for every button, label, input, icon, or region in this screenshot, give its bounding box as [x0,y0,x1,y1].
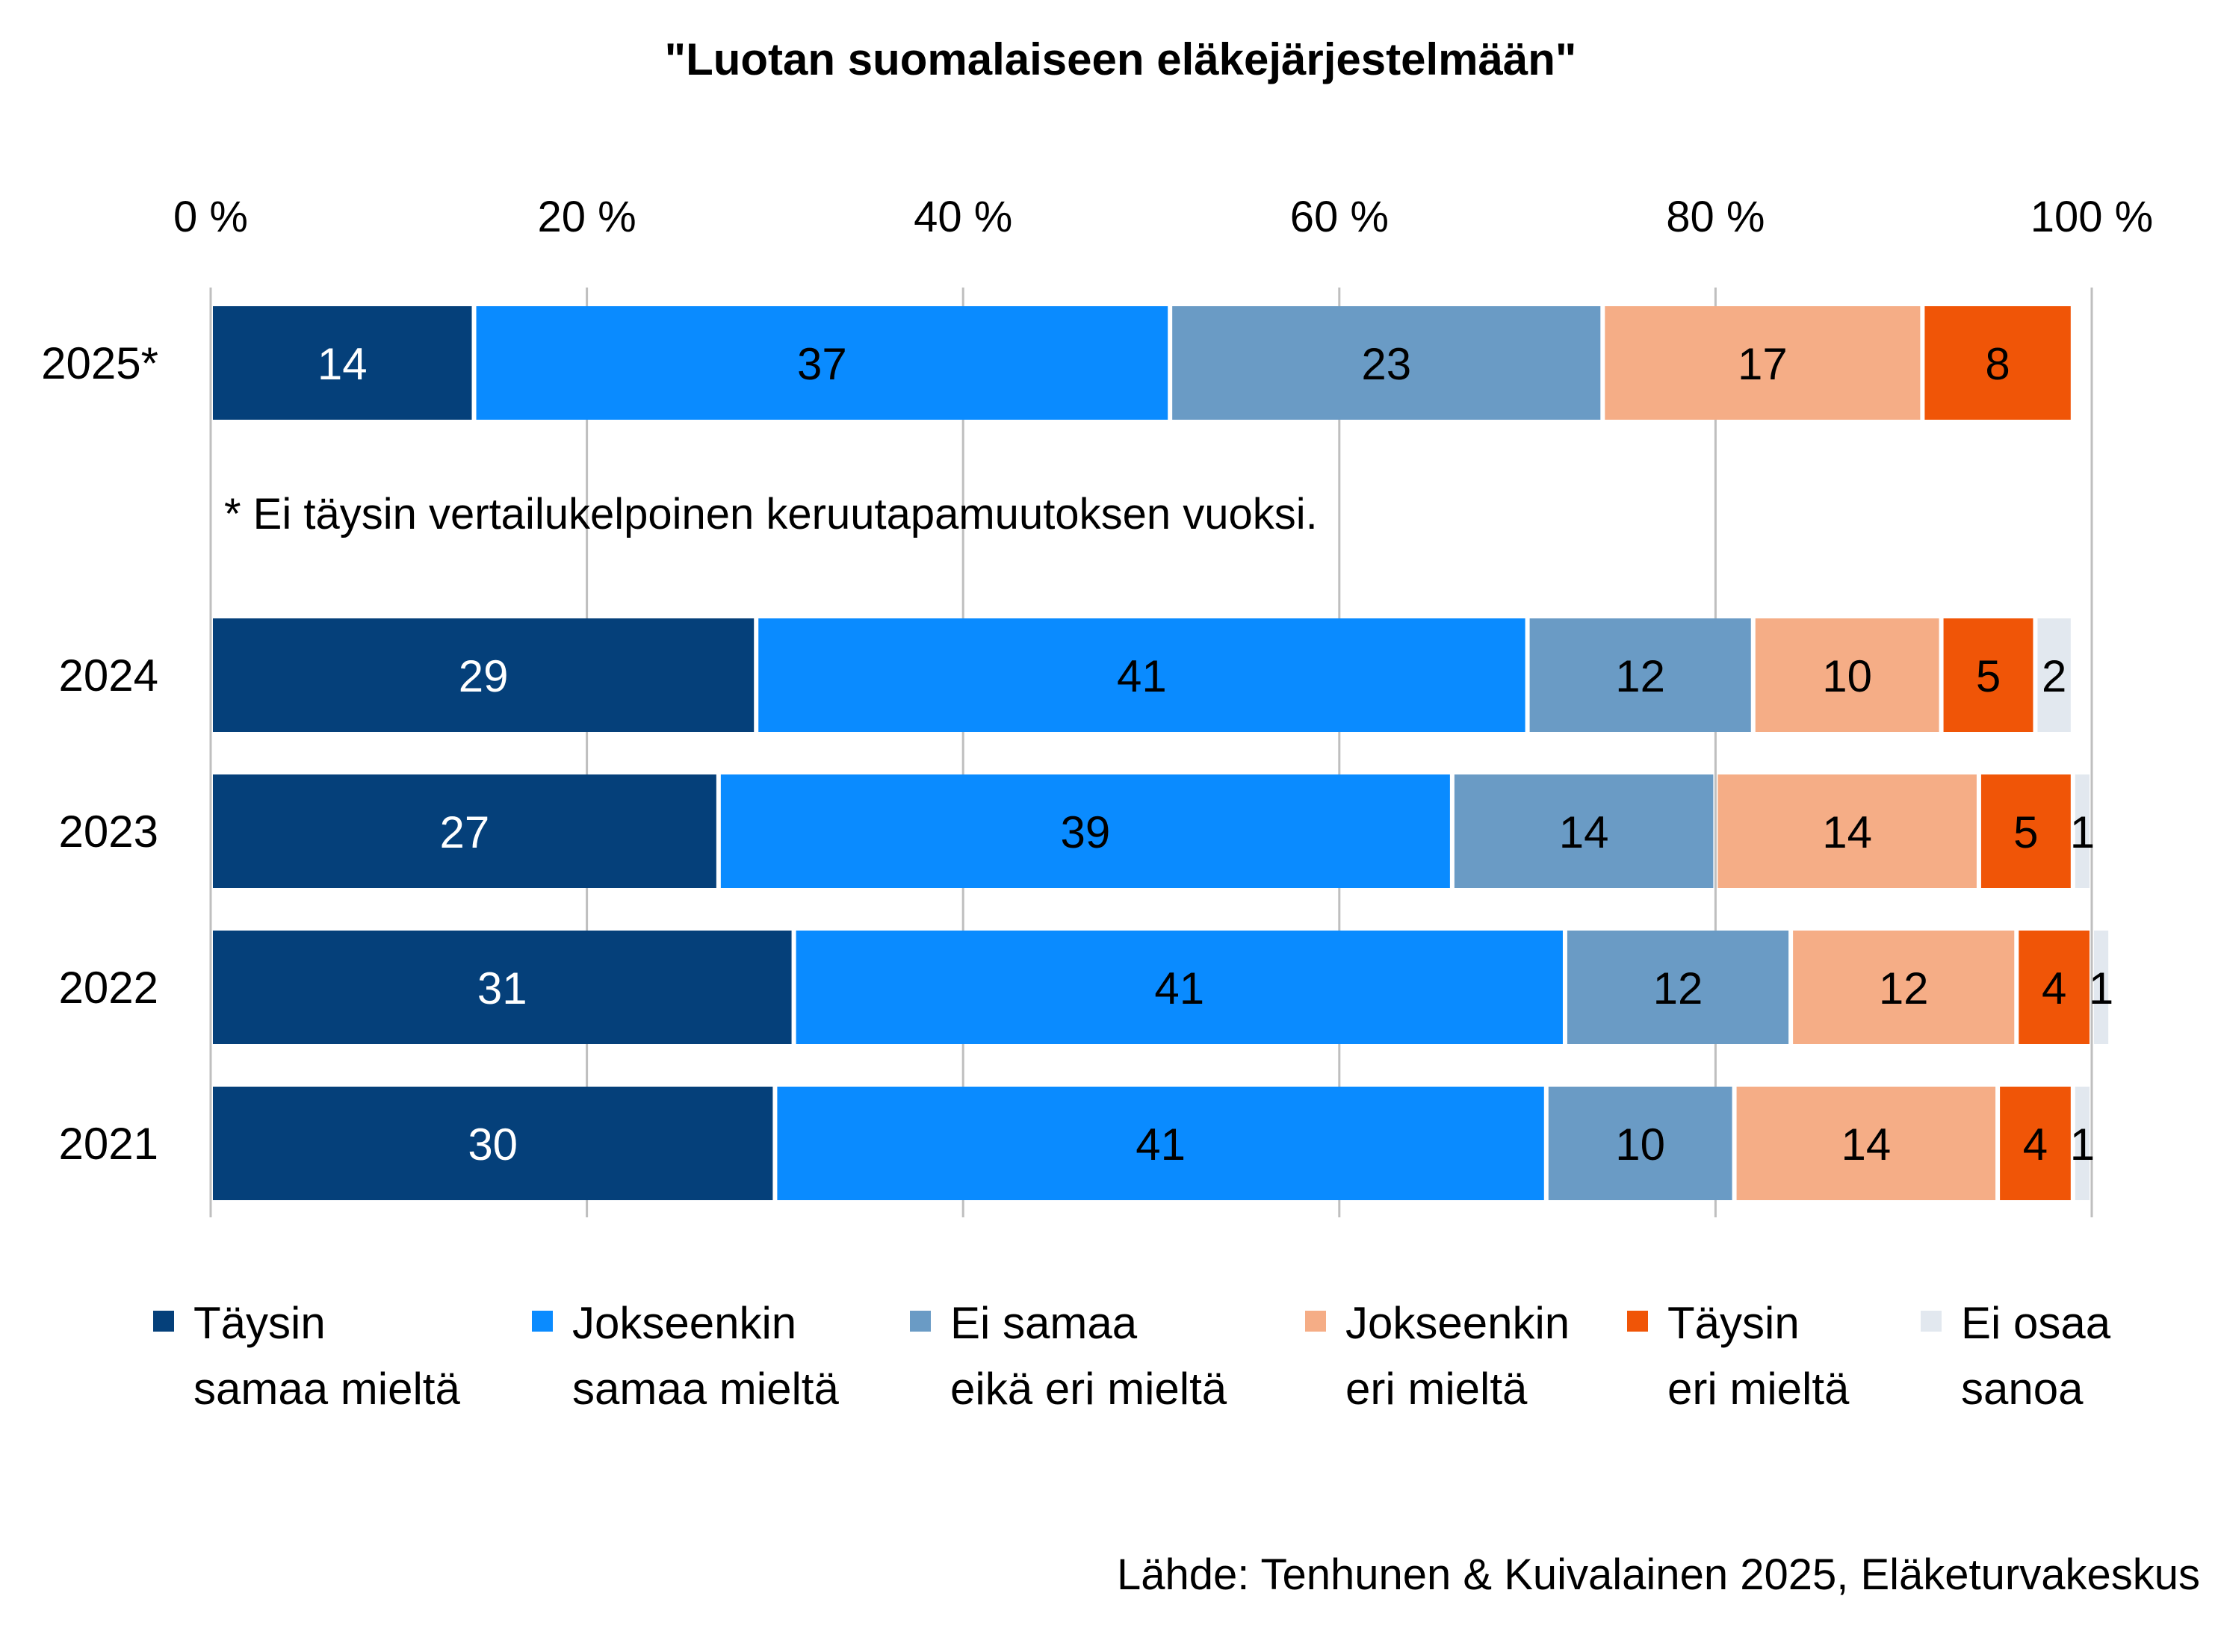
bar-segment [1605,306,1921,420]
legend-label: eri mieltä [1345,1364,1528,1414]
data-label: 12 [1879,963,1929,1013]
footnote: * Ei täysin vertailukelpoinen keruutapam… [224,490,1318,538]
legend-label: Ei samaa [950,1298,1138,1348]
legend-swatch [1921,1311,1942,1332]
data-label: 29 [459,651,509,701]
bar-segment [2094,931,2109,1044]
data-label: 31 [477,963,527,1013]
data-label: 1 [2089,963,2113,1013]
data-label: 23 [1361,339,1411,389]
bar-segment [213,618,755,732]
bars: 14 37 23 17 829 41 12 10 5 227 39 14 14 5 131 41 12 12 4 13… [213,306,2113,1200]
legend-swatch [153,1311,174,1332]
legend: Täysin samaa mieltä Jokseenkin samaa mieltä… [153,1298,2111,1414]
gridlines [209,288,2093,1217]
bar-segment [213,306,472,420]
data-label: 4 [2023,1120,2048,1170]
bar-segment [1548,1087,1732,1200]
data-label: 2 [2042,651,2066,701]
bar-segment [1924,306,2071,420]
legend-label: Täysin [193,1298,326,1348]
category-label: 2024 [59,650,158,701]
legend-label: Täysin [1667,1298,1800,1348]
legend-swatch [1627,1311,1648,1332]
bar-segment [1736,1087,1996,1200]
bar-segment [720,774,1450,888]
bar-segment [1567,931,1789,1044]
x-tick-label: 60 % [1290,193,1389,241]
bar-segment [758,618,1525,732]
x-tick-label: 80 % [1666,193,1765,241]
data-label: 14 [1822,807,1872,857]
source-note: Lähde: Tenhunen & Kuivalainen 2025, Eläk… [1117,1550,2200,1599]
data-label: 1 [2070,807,2095,857]
bar-segment [1755,618,1939,732]
category-label: 2021 [59,1119,158,1169]
legend-swatch [532,1311,553,1332]
data-label: 10 [1615,1120,1665,1170]
data-label: 14 [317,339,368,389]
data-label: 17 [1738,339,1788,389]
data-label: 1 [2070,1120,2095,1170]
data-label: 5 [2013,807,2038,857]
data-label: 8 [1985,339,2010,389]
legend-label: sanoa [1961,1364,2084,1414]
legend-label: eri mieltä [1667,1364,1850,1414]
category-label: 2025* [41,338,158,388]
legend-label: Jokseenkin [1345,1298,1570,1348]
legend-label: samaa mieltä [193,1364,460,1414]
legend-swatch [1305,1311,1326,1332]
chart-title: "Luotan suomalaiseen eläkejärjestelmään" [665,34,1577,84]
bar-segment [213,1087,773,1200]
legend-label: eikä eri mieltä [950,1364,1227,1414]
bar-segment [1454,774,1714,888]
data-label: 41 [1136,1120,1186,1170]
bar-segment [1980,774,2071,888]
data-label: 12 [1653,963,1703,1013]
legend-label: Jokseenkin [572,1298,796,1348]
data-label: 37 [797,339,847,389]
data-label: 27 [440,807,490,857]
x-axis-ticks: 0 % 20 % 40 % 60 % 80 % 100 % [173,193,2153,241]
data-label: 14 [1559,807,1609,857]
data-label: 30 [468,1120,518,1170]
bar-segment [213,931,792,1044]
bar-segment [796,931,1563,1044]
x-tick-label: 40 % [914,193,1012,241]
x-tick-label: 100 % [2030,193,2153,241]
legend-swatch [910,1311,931,1332]
legend-label: samaa mieltä [572,1364,839,1414]
x-tick-label: 0 % [173,193,248,241]
category-labels: 2025* 2024 2023 2022 2021 [41,338,158,1169]
bar-segment [213,774,716,888]
bar-segment [2019,931,2090,1044]
category-label: 2022 [59,963,158,1013]
bar-segment [2075,1087,2090,1200]
category-label: 2023 [59,807,158,857]
data-label: 39 [1060,807,1110,857]
bar-segment [476,306,1168,420]
bar-segment [1717,774,1977,888]
data-label: 41 [1117,651,1167,701]
bar-segment [1793,931,2015,1044]
x-tick-label: 20 % [537,193,636,241]
bar-segment [1943,618,2033,732]
data-label: 12 [1615,651,1665,701]
bar-segment [2037,618,2071,732]
bar-segment [2075,774,2090,888]
bar-segment [2000,1087,2071,1200]
data-label: 41 [1154,963,1204,1013]
bar-segment [777,1087,1544,1200]
bar-segment [1529,618,1751,732]
data-label: 14 [1841,1120,1891,1170]
legend-label: Ei osaa [1961,1298,2111,1348]
data-label: 4 [2042,963,2066,1013]
bar-segment [1172,306,1601,420]
data-label: 5 [1976,651,2001,701]
data-label: 10 [1822,651,1872,701]
